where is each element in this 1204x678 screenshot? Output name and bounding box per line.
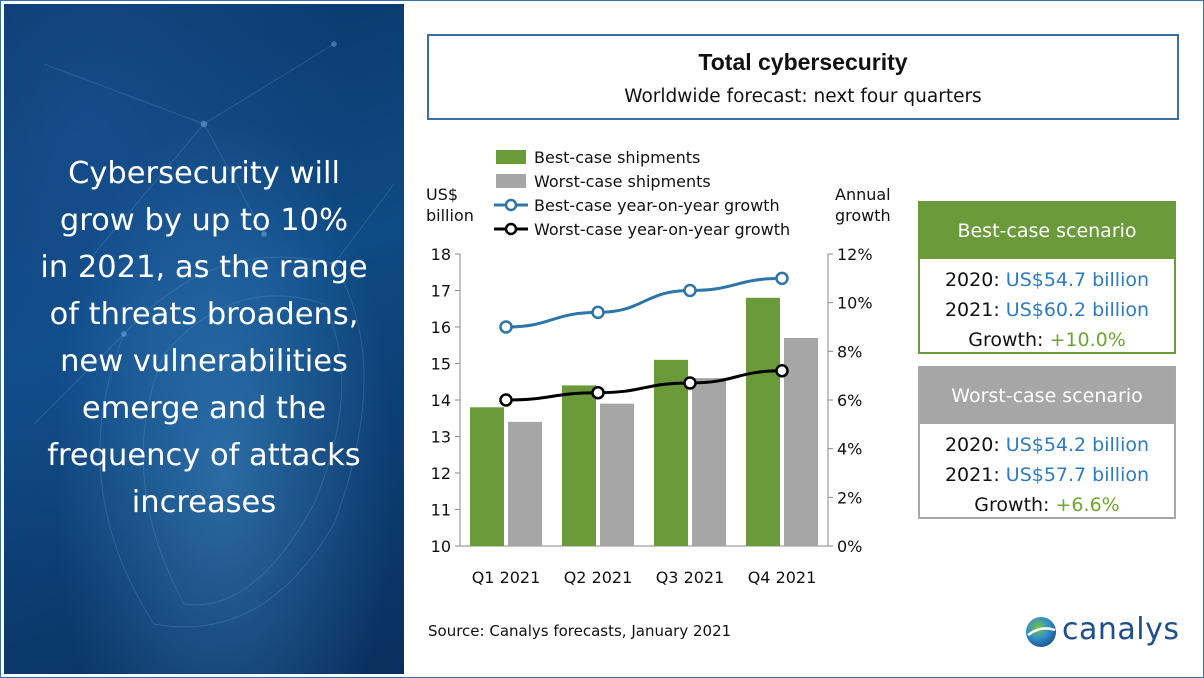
legend-worst-growth-swatch-marker: [504, 222, 518, 236]
right-axis-title: growth: [835, 206, 891, 225]
canalys-wordmark: canalys: [1062, 612, 1180, 647]
legend-best-growth-label: Best-case year-on-year growth: [534, 196, 780, 215]
left-axis-tick-label: 13: [431, 428, 451, 447]
best-case-bar: [654, 359, 688, 546]
worst-growth-row: Growth: +6.6%: [920, 490, 1174, 520]
headline-line: frequency of attacks: [47, 438, 361, 473]
right-axis-tick-label: 10%: [837, 294, 873, 313]
worst-2020-row: 2020: US$54.2 billion: [920, 430, 1174, 460]
worst-case-header: Worst-case scenario: [920, 368, 1174, 424]
best-2020-row: 2020: US$54.7 billion: [920, 265, 1174, 295]
worst-case-scenario-box: Worst-case scenario 2020: US$54.2 billio…: [918, 366, 1176, 519]
forecast-chart: 10 11 12 13 14 15 16 17 18 0% 2% 4% 6% 8% 10% 12% US$ bil…: [426, 148, 891, 587]
row-value: +10.0%: [1049, 329, 1126, 351]
worst-case-growth-marker: [775, 364, 789, 378]
best-case-bar: [562, 385, 596, 546]
right-axis-tick-label: 2%: [837, 488, 862, 507]
left-axis-tick-label: 16: [431, 318, 451, 337]
right-axis-tick-label: 8%: [837, 342, 862, 361]
best-case-growth-line: [505, 276, 783, 329]
headline-line: in 2021, as the range: [40, 250, 368, 285]
row-value: +6.6%: [1055, 494, 1120, 516]
legend-best-shipments-label: Best-case shipments: [534, 148, 700, 167]
legend-best-growth-swatch-marker: [504, 198, 518, 212]
best-case-growth-marker: [775, 271, 789, 286]
row-label: Growth:: [974, 494, 1050, 516]
best-case-growth-marker: [591, 305, 605, 320]
row-label: 2020:: [944, 269, 1000, 291]
row-label: 2021:: [944, 464, 1000, 486]
left-axis-tick-label: 11: [431, 501, 451, 520]
headline-line: increases: [131, 485, 277, 520]
canalys-globe-icon: [1026, 617, 1056, 647]
headline-line: Cybersecurity will: [68, 156, 340, 191]
left-axis-title: billion: [426, 206, 474, 225]
row-label: 2020:: [944, 434, 1000, 456]
row-label: Growth:: [968, 329, 1044, 351]
right-axis-tick-label: 12%: [837, 245, 873, 264]
source-note: Source: Canalys forecasts, January 2021: [428, 622, 732, 640]
best-case-scenario-box: Best-case scenario 2020: US$54.7 billion…: [918, 201, 1176, 354]
best-growth-row: Growth: +10.0%: [920, 325, 1174, 355]
chart-subtitle: Worldwide forecast: next four quarters: [624, 86, 982, 107]
best-case-bar: [470, 407, 504, 546]
row-label: 2021:: [944, 299, 1000, 321]
left-panel: Cybersecurity will grow by up to 10% in …: [4, 4, 404, 674]
worst-case-bar: [692, 378, 726, 546]
legend-best-shipments-swatch: [496, 150, 526, 164]
left-axis-tick-label: 10: [431, 537, 451, 556]
left-axis-tick-label: 15: [431, 355, 451, 374]
best-case-header: Best-case scenario: [920, 203, 1174, 259]
headline-line: grow by up to 10%: [59, 203, 349, 238]
worst-case-growth-line: [505, 369, 783, 402]
left-axis-tick-label: 17: [431, 282, 451, 301]
headline-text: Cybersecurity will grow by up to 10% in …: [12, 150, 396, 526]
left-axis-tick-label: 18: [431, 245, 451, 264]
legend-worst-shipments-swatch: [496, 174, 526, 188]
right-axis-title: Annual: [835, 185, 891, 204]
best-case-growth-marker: [683, 283, 697, 298]
worst-case-growth-marker: [591, 385, 605, 400]
row-value: US$57.7 billion: [1005, 464, 1150, 486]
row-value: US$60.2 billion: [1005, 299, 1150, 321]
network-background-graphic: [33, 41, 395, 628]
worst-case-bar: [600, 403, 634, 546]
title-box: Total cybersecurity Worldwide forecast: …: [427, 34, 1179, 120]
worst-case-bar: [784, 337, 818, 546]
chart-title: Total cybersecurity: [698, 49, 908, 75]
x-axis-category-label: Q4 2021: [748, 568, 817, 587]
headline-line: of threats broadens,: [49, 297, 359, 332]
legend-worst-growth-label: Worst-case year-on-year growth: [534, 220, 790, 239]
best-case-growth-marker: [499, 320, 513, 334]
best-2021-row: 2021: US$60.2 billion: [920, 295, 1174, 325]
left-axis-tick-label: 12: [431, 464, 451, 483]
x-axis-category-label: Q2 2021: [564, 568, 633, 587]
headline-line: new vulnerabilities: [60, 344, 348, 379]
legend-worst-shipments-label: Worst-case shipments: [534, 172, 711, 191]
row-value: US$54.7 billion: [1005, 269, 1150, 291]
worst-case-bar: [508, 421, 542, 546]
worst-case-growth-marker: [683, 376, 697, 390]
worst-2021-row: 2021: US$57.7 billion: [920, 460, 1174, 490]
left-axis-title: US$: [426, 185, 458, 204]
best-case-bar: [746, 297, 780, 546]
right-axis-tick-label: 0%: [837, 537, 862, 556]
x-axis-category-label: Q1 2021: [472, 568, 541, 587]
x-axis-category-label: Q3 2021: [656, 568, 725, 587]
row-value: US$54.2 billion: [1005, 434, 1150, 456]
left-axis-tick-label: 14: [431, 391, 451, 410]
headline-line: emerge and the: [81, 391, 327, 426]
worst-case-growth-marker: [499, 393, 513, 407]
right-axis-tick-label: 6%: [837, 391, 862, 410]
right-axis-tick-label: 4%: [837, 440, 862, 459]
